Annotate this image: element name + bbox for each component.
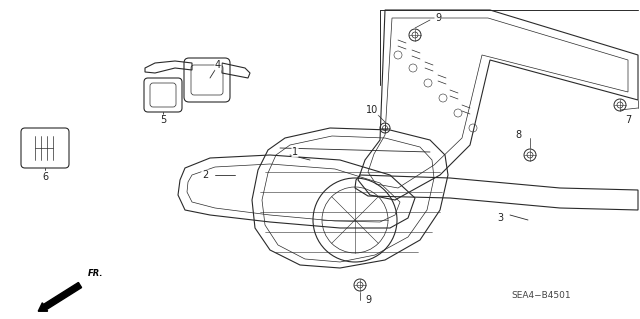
Text: 4: 4	[215, 60, 221, 70]
Text: 9: 9	[435, 13, 441, 23]
Text: 10: 10	[366, 105, 378, 115]
Text: 6: 6	[42, 172, 48, 182]
FancyArrow shape	[38, 282, 81, 311]
Text: SEA4−B4501: SEA4−B4501	[511, 291, 571, 300]
Text: 5: 5	[160, 115, 166, 125]
Text: 7: 7	[625, 115, 631, 125]
Text: FR.: FR.	[88, 269, 104, 278]
Text: 2: 2	[202, 170, 208, 180]
Text: 9: 9	[365, 295, 371, 305]
Text: 1: 1	[292, 147, 298, 157]
Text: 3: 3	[497, 213, 503, 223]
Text: 8: 8	[515, 130, 521, 140]
